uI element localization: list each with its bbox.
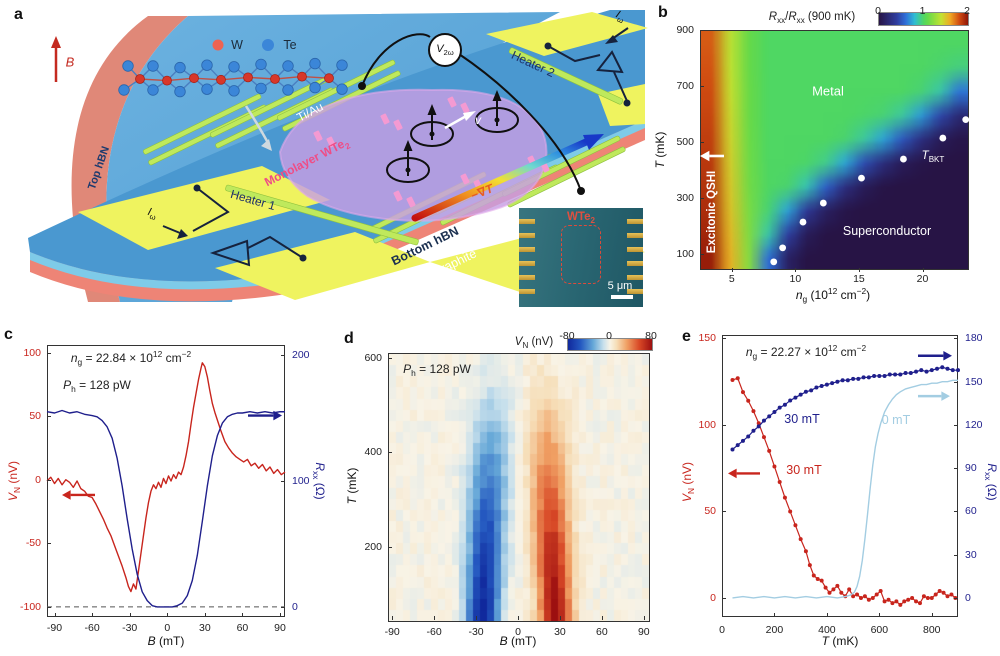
c-ylabel-left: VN (nV) [5, 460, 23, 502]
w-atom-legend-dot [212, 39, 224, 51]
c-ylabel-right: Rxx (Ω) [310, 462, 328, 500]
e-plot-frame [722, 335, 958, 617]
b-field-label: B [65, 54, 75, 70]
temp-gradient-arrow [411, 134, 604, 222]
nernst-heatmap [388, 353, 650, 622]
c-annotation-ng: ng = 22.84 × 1012 cm−2 [70, 348, 192, 368]
d-ylabel: T (mK) [345, 467, 359, 505]
e-xlabel: T (mK) [821, 634, 859, 648]
e-label-0mt: 0 mT [881, 413, 911, 427]
lattice-pointer-arrow [244, 105, 272, 151]
flake-outline-dashed [561, 225, 601, 284]
colorbar-b-title: Rxx/Rxx (900 mK) [768, 10, 856, 26]
legend-te-label: Te [283, 38, 297, 52]
spin-symbols [386, 90, 519, 183]
colorbar-b [878, 12, 969, 26]
b-xlabel: ng (1012 cm−2) [795, 285, 871, 305]
contact-tabs [313, 96, 550, 208]
panel-c-letter: c [4, 326, 13, 343]
colorbar-d-title: VN (nV) [514, 335, 554, 351]
device-micrograph-inset: WTe2 5 μm [519, 208, 643, 307]
e-ylabel-left: VN (nV) [679, 461, 697, 503]
legend-w-label: W [231, 38, 243, 52]
wte2-lattice-chain [118, 57, 348, 98]
velocity-arrow [444, 111, 476, 130]
te-atom-legend-dot [262, 39, 274, 51]
e-annotation-ng: ng = 22.27 × 1012 cm−2 [745, 342, 867, 362]
panel-a: WTe2 5 μm a B W Te V2ω Heater 2 Heater 1… [0, 0, 650, 316]
inset-scale-label: 5 μm [607, 280, 633, 292]
panel-d-letter: d [344, 330, 354, 347]
panel-a-letter: a [14, 6, 23, 23]
region-qshi-label: Excitonic QSHI [706, 170, 718, 254]
scale-bar [611, 295, 633, 299]
device-schematic [28, 10, 648, 302]
heater1-circuit [162, 184, 307, 267]
e-label-30mt-red: 30 mT [786, 463, 822, 477]
voltmeter-circuit [358, 33, 585, 195]
v-label: v [475, 113, 481, 127]
e-ylabel-right: Rxx (Ω) [982, 463, 1000, 501]
panel-b-letter: b [658, 4, 668, 21]
colorbar-d [567, 338, 653, 351]
heater2-pad-top [486, 12, 648, 56]
d-xlabel: B (mT) [499, 634, 537, 648]
voltmeter-label: V2ω [436, 42, 454, 58]
region-metal-label: Metal [812, 83, 844, 99]
b-ylabel: T (mK) [653, 131, 667, 169]
panel-e-letter: e [682, 328, 691, 345]
heater2-circuit [544, 27, 631, 107]
d-annotation-ph: Ph = 128 pW [403, 361, 471, 379]
region-superconductor-label: Superconductor [842, 224, 932, 238]
inset-wte2-label: WTe2 [567, 210, 595, 226]
heater1-pad-right [215, 232, 430, 300]
heater1-pad-left [78, 166, 330, 250]
e-label-30mt-navy: 30 mT [784, 412, 820, 426]
tbkt-label: TBKT [921, 149, 945, 165]
b-field-arrow [51, 36, 61, 82]
c-annotation-ph: Ph = 128 pW [63, 377, 131, 395]
phase-diagram-heatmap [700, 30, 969, 270]
c-xlabel: B (mT) [147, 634, 185, 648]
